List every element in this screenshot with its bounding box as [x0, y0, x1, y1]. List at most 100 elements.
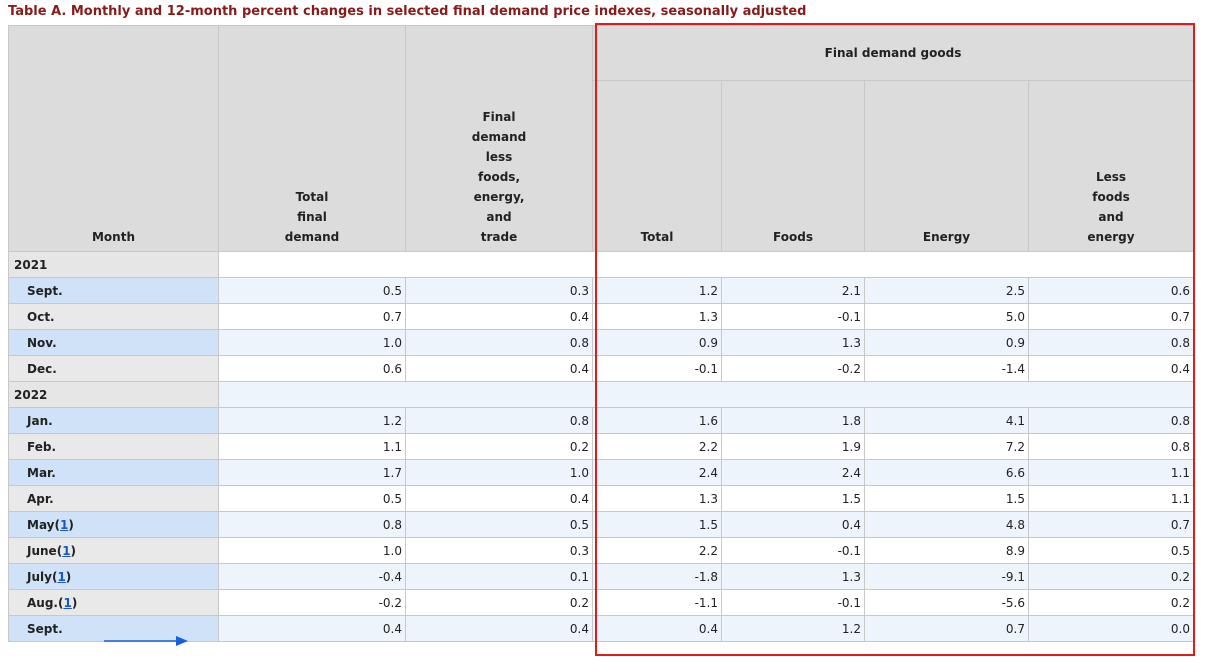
goods-foods-cell: 2.1 [721, 277, 865, 304]
goods-total-cell: 0.4 [592, 615, 722, 642]
goods-less-foods-energy-cell: 1.1 [1028, 485, 1194, 512]
goods-less-foods-energy-cell: 0.7 [1028, 303, 1194, 330]
goods-total-cell: 1.5 [592, 511, 722, 538]
goods-less-foods-energy-cell: 0.8 [1028, 329, 1194, 356]
total-final-demand-cell: 1.0 [218, 537, 406, 564]
goods-energy-cell: 0.9 [864, 329, 1029, 356]
total-final-demand-cell: 1.0 [218, 329, 406, 356]
month-cell: June(1) [8, 537, 219, 564]
goods-less-foods-energy-header: Less foods and energy [1028, 80, 1194, 252]
table-body: 2021 Sept. 0.5 0.3 1.2 2.1 2.5 0.6 Oct. 0.7 0.4 1.3… [8, 251, 1194, 642]
goods-energy-cell: -9.1 [864, 563, 1029, 590]
fd-less-foods-energy-trade-cell: 0.3 [405, 537, 593, 564]
goods-energy-header: Energy [864, 80, 1029, 252]
fd-less-foods-energy-trade-cell: 0.2 [405, 433, 593, 460]
total-final-demand-cell: 0.7 [218, 303, 406, 330]
total-final-demand-cell: 0.6 [218, 355, 406, 382]
final-demand-goods-header: Final demand goods [592, 25, 1194, 81]
goods-energy-cell: 2.5 [864, 277, 1029, 304]
fd-less-foods-energy-trade-cell: 0.1 [405, 563, 593, 590]
goods-total-cell: 1.3 [592, 485, 722, 512]
table-row: Sept. 0.5 0.3 1.2 2.1 2.5 0.6 [8, 277, 1194, 304]
month-cell: Sept. [8, 615, 219, 642]
month-label: Oct. [27, 309, 55, 324]
fd-less-foods-energy-trade-cell: 0.4 [405, 355, 593, 382]
fd-less-foods-energy-trade-cell: 0.5 [405, 511, 593, 538]
goods-foods-cell: 2.4 [721, 459, 865, 486]
goods-foods-cell: 1.5 [721, 485, 865, 512]
fd-less-foods-energy-trade-cell: 1.0 [405, 459, 593, 486]
year-label: 2022 [8, 381, 219, 408]
total-final-demand-cell: 0.5 [218, 485, 406, 512]
goods-less-foods-energy-cell: 0.6 [1028, 277, 1194, 304]
month-label: Nov. [27, 335, 57, 350]
month-label: Apr. [27, 491, 54, 506]
month-cell: Apr. [8, 485, 219, 512]
month-label: Sept. [27, 283, 63, 298]
goods-total-cell: 2.2 [592, 433, 722, 460]
table-row: Feb. 1.1 0.2 2.2 1.9 7.2 0.8 [8, 433, 1194, 460]
goods-foods-cell: 1.3 [721, 563, 865, 590]
goods-energy-cell: 6.6 [864, 459, 1029, 486]
goods-energy-cell: 8.9 [864, 537, 1029, 564]
table-row: Mar. 1.7 1.0 2.4 2.4 6.6 1.1 [8, 459, 1194, 486]
goods-total-cell: -1.8 [592, 563, 722, 590]
month-cell: Nov. [8, 329, 219, 356]
footnote-link[interactable]: 1 [62, 543, 71, 558]
goods-foods-cell: -0.1 [721, 303, 865, 330]
footnote-link[interactable]: 1 [59, 517, 69, 532]
goods-energy-cell: -5.6 [864, 589, 1029, 616]
fd-less-foods-energy-trade-cell: 0.4 [405, 485, 593, 512]
month-label: Mar. [27, 465, 56, 480]
goods-energy-cell: 1.5 [864, 485, 1029, 512]
month-label: July [27, 569, 52, 584]
arrow-right-icon [104, 636, 188, 646]
month-label: Aug. [27, 595, 58, 610]
month-label: May [27, 517, 55, 532]
total-final-demand-cell: 0.4 [218, 615, 406, 642]
table-title: Table A. Monthly and 12-month percent ch… [8, 4, 807, 19]
goods-energy-cell: 4.8 [864, 511, 1029, 538]
total-final-demand-cell: 1.7 [218, 459, 406, 486]
total-final-demand-cell: -0.2 [218, 589, 406, 616]
fd-less-foods-energy-trade-cell: 0.4 [405, 615, 593, 642]
table-row: June(1) 1.0 0.3 2.2 -0.1 8.9 0.5 [8, 537, 1194, 564]
month-label: Sept. [27, 621, 63, 636]
goods-foods-cell: 0.4 [721, 511, 865, 538]
month-label: Jan. [27, 413, 53, 428]
goods-total-cell: 2.4 [592, 459, 722, 486]
goods-foods-cell: -0.2 [721, 355, 865, 382]
footnote-link[interactable]: 1 [63, 595, 72, 610]
month-cell: July(1) [8, 563, 219, 590]
goods-energy-cell: 5.0 [864, 303, 1029, 330]
total-final-demand-cell: 0.8 [218, 511, 406, 538]
goods-energy-cell: 7.2 [864, 433, 1029, 460]
footnote-link[interactable]: 1 [57, 569, 66, 584]
goods-less-foods-energy-cell: 0.8 [1028, 433, 1194, 460]
month-cell: Jan. [8, 407, 219, 434]
table-row: July(1) -0.4 0.1 -1.8 1.3 -9.1 0.2 [8, 563, 1194, 590]
goods-total-header: Total [592, 80, 722, 252]
month-cell: Feb. [8, 433, 219, 460]
goods-less-foods-energy-cell: 0.4 [1028, 355, 1194, 382]
fd-less-foods-energy-trade-cell: 0.8 [405, 329, 593, 356]
table-row: Nov. 1.0 0.8 0.9 1.3 0.9 0.8 [8, 329, 1194, 356]
fd-less-foods-energy-trade-header: Final demand less foods, energy, and tra… [405, 25, 593, 252]
table-row: Oct. 0.7 0.4 1.3 -0.1 5.0 0.7 [8, 303, 1194, 330]
goods-total-cell: -0.1 [592, 355, 722, 382]
fd-less-foods-energy-trade-cell: 0.2 [405, 589, 593, 616]
month-cell: Sept. [8, 277, 219, 304]
goods-less-foods-energy-cell: 0.5 [1028, 537, 1194, 564]
month-label: Feb. [27, 439, 56, 454]
year-filler [218, 251, 1194, 278]
year-row: 2022 [8, 381, 1194, 408]
goods-total-cell: 1.6 [592, 407, 722, 434]
goods-total-cell: 1.2 [592, 277, 722, 304]
total-final-demand-cell: -0.4 [218, 563, 406, 590]
goods-less-foods-energy-cell: 0.2 [1028, 589, 1194, 616]
goods-total-cell: -1.1 [592, 589, 722, 616]
goods-total-cell: 2.2 [592, 537, 722, 564]
year-row: 2021 [8, 251, 1194, 278]
goods-foods-header: Foods [721, 80, 865, 252]
goods-total-cell: 1.3 [592, 303, 722, 330]
